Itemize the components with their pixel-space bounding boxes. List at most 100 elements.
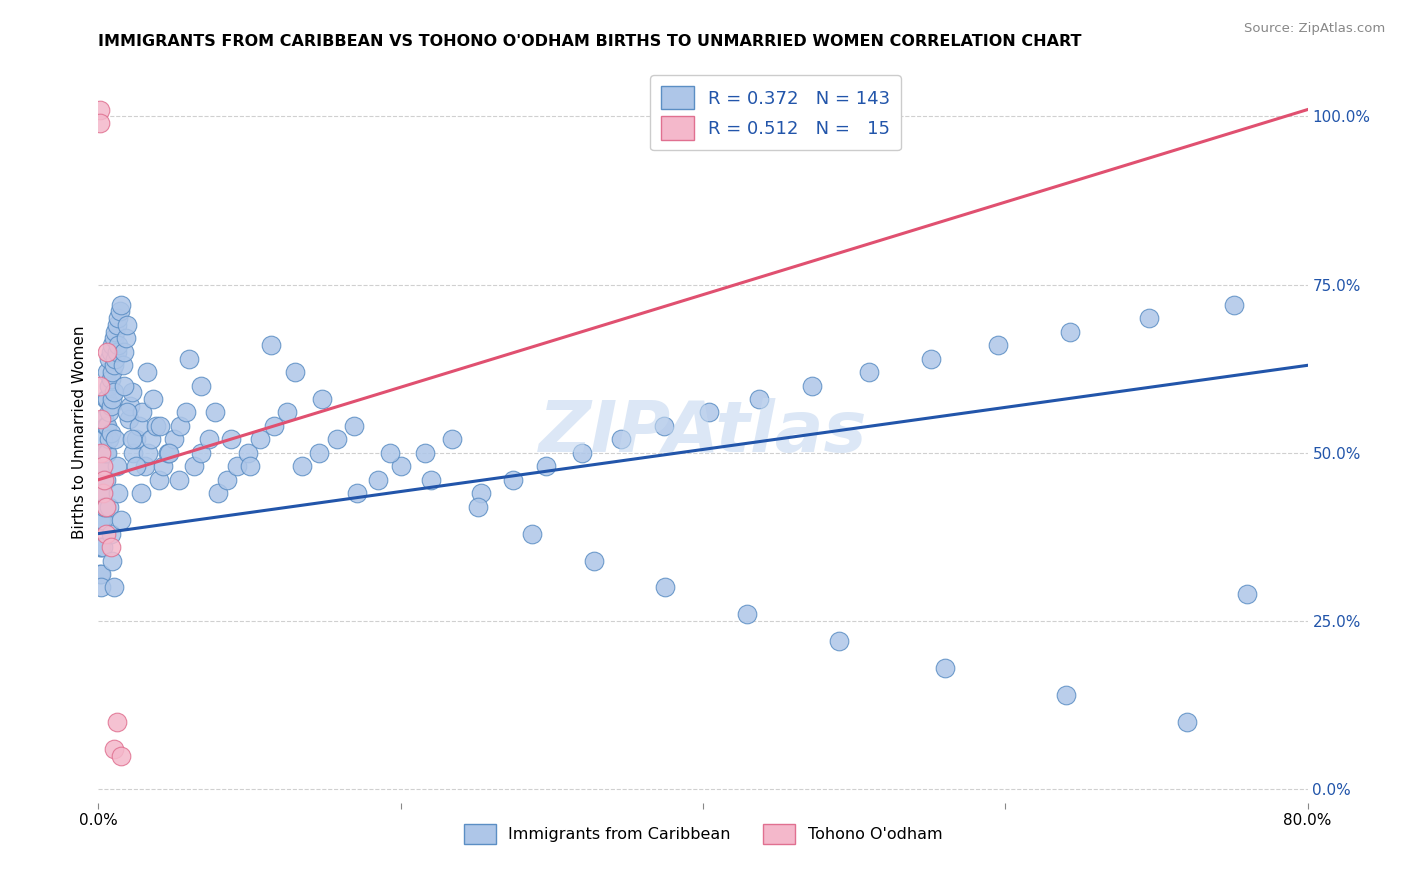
Point [89, 566, 111, 581]
Point [107, 338, 129, 352]
Point [90, 581, 112, 595]
Point [284, 365, 307, 379]
Point [105, 459, 128, 474]
Point [163, 433, 186, 447]
Point [308, 446, 330, 460]
Point [470, 486, 492, 500]
Point [239, 459, 262, 474]
Point [104, 351, 127, 366]
Point [346, 486, 368, 500]
Point [94, 418, 117, 433]
Point [100, 540, 122, 554]
Point [148, 473, 170, 487]
Point [111, 359, 134, 373]
Point [1222, 298, 1244, 312]
Point [311, 392, 333, 406]
Point [94, 473, 117, 487]
Point [800, 378, 823, 392]
Text: Source: ZipAtlas.com: Source: ZipAtlas.com [1244, 22, 1385, 36]
Point [98, 405, 121, 419]
Point [94, 446, 117, 460]
Point [378, 446, 401, 460]
Point [179, 351, 201, 366]
Point [110, 748, 132, 763]
Point [91, 540, 114, 554]
Point [120, 399, 142, 413]
Point [987, 338, 1010, 352]
Point [103, 385, 125, 400]
Point [1059, 325, 1081, 339]
Point [207, 486, 229, 500]
Point [122, 446, 145, 460]
Point [91, 486, 114, 500]
Point [221, 433, 243, 447]
Point [107, 486, 129, 500]
Point [90, 566, 112, 581]
Y-axis label: Births to Unmarried Women: Births to Unmarried Women [72, 326, 87, 540]
Point [94, 500, 117, 514]
Point [1175, 714, 1198, 729]
Point [103, 359, 125, 373]
Point [131, 405, 153, 419]
Point [100, 425, 122, 440]
Point [89, 378, 111, 392]
Point [145, 418, 167, 433]
Point [90, 540, 112, 554]
Point [748, 392, 770, 406]
Point [276, 405, 298, 419]
Point [226, 459, 249, 474]
Point [114, 331, 136, 345]
Point [90, 486, 112, 500]
Point [413, 446, 436, 460]
Point [115, 318, 138, 332]
Point [104, 325, 127, 339]
Point [101, 338, 124, 352]
Point [610, 433, 633, 447]
Point [534, 459, 557, 474]
Point [89, 540, 111, 554]
Legend: Immigrants from Caribbean, Tohono O'odham: Immigrants from Caribbean, Tohono O'odha… [457, 818, 949, 850]
Point [236, 446, 259, 460]
Point [291, 459, 314, 474]
Point [156, 446, 179, 460]
Point [93, 473, 115, 487]
Point [467, 500, 489, 514]
Point [93, 446, 115, 460]
Point [93, 412, 115, 426]
Point [110, 513, 132, 527]
Text: ZIPAtlas: ZIPAtlas [538, 398, 868, 467]
Point [522, 526, 544, 541]
Point [107, 311, 129, 326]
Point [101, 553, 124, 567]
Point [260, 338, 283, 352]
Point [105, 714, 128, 729]
Point [152, 459, 174, 474]
Text: IMMIGRANTS FROM CARIBBEAN VS TOHONO O'ODHAM BIRTHS TO UNMARRIED WOMEN CORRELATIO: IMMIGRANTS FROM CARIBBEAN VS TOHONO O'OD… [98, 34, 1083, 49]
Point [112, 378, 135, 392]
Point [197, 433, 219, 447]
Point [103, 581, 125, 595]
Point [93, 473, 115, 487]
Point [167, 473, 190, 487]
Point [125, 459, 148, 474]
Point [1137, 311, 1160, 326]
Point [103, 742, 125, 756]
Point [190, 378, 212, 392]
Point [190, 446, 212, 460]
Point [118, 412, 141, 426]
Point [128, 418, 150, 433]
Point [571, 446, 593, 460]
Point [215, 473, 238, 487]
Point [110, 298, 132, 312]
Point [367, 473, 389, 487]
Point [98, 378, 121, 392]
Point [134, 459, 156, 474]
Point [90, 446, 112, 460]
Point [149, 418, 172, 433]
Point [90, 513, 112, 527]
Point [141, 433, 163, 447]
Point [91, 459, 114, 474]
Point [129, 486, 152, 500]
Point [93, 500, 115, 514]
Point [89, 116, 111, 130]
